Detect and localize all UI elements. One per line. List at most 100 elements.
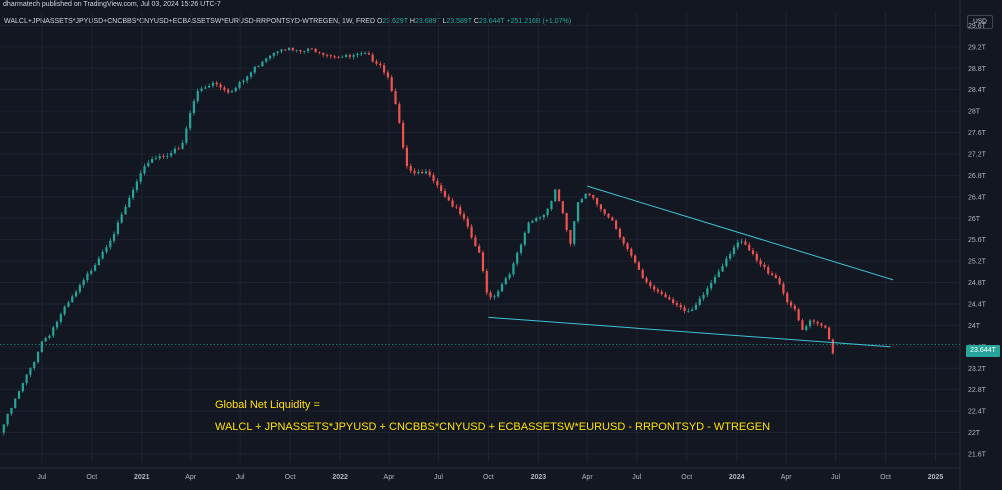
y-tick-label: 24T <box>968 323 981 330</box>
candle-body <box>782 283 785 294</box>
candle-body <box>706 288 709 295</box>
candle-body <box>668 297 671 300</box>
candle-body <box>402 122 405 148</box>
y-tick-label: 26.4T <box>968 194 987 201</box>
annotation-title: Global Net Liquidity = <box>215 399 320 411</box>
candle-body <box>170 153 173 156</box>
candle-body <box>614 220 618 229</box>
candle-body <box>185 128 188 143</box>
candle-body <box>192 101 196 114</box>
candle-body <box>200 88 203 91</box>
candle-body <box>166 155 169 157</box>
candle-body <box>573 221 576 244</box>
candle-body <box>595 198 599 205</box>
candle-body <box>284 49 287 51</box>
x-tick-label: 2023 <box>531 474 547 481</box>
candle-body <box>531 221 534 223</box>
y-tick-label: 22T <box>968 430 981 437</box>
candle-body <box>181 142 184 149</box>
candle-body <box>86 273 89 281</box>
candle-body <box>565 213 568 231</box>
candle-body <box>413 170 416 174</box>
candle-body <box>474 237 477 247</box>
candle-body <box>211 82 215 86</box>
x-tick-label: Jul <box>236 474 245 481</box>
candle-body <box>698 298 701 305</box>
x-tick-label: Apr <box>582 474 594 481</box>
candle-body <box>455 206 458 208</box>
x-tick-label: 2021 <box>134 474 150 481</box>
candle-body <box>812 320 815 322</box>
candle-body <box>78 285 81 292</box>
candle-body <box>797 309 800 321</box>
candle-body <box>105 247 108 252</box>
candle-body <box>6 413 9 425</box>
candle-body <box>535 217 538 222</box>
candle-body <box>584 193 587 199</box>
candle-body <box>497 291 500 297</box>
x-tick-label: Oct <box>483 474 494 481</box>
candle-body <box>546 208 549 215</box>
candle-body <box>786 293 789 303</box>
candle-body <box>767 267 770 274</box>
candle-body <box>348 55 351 57</box>
candle-body <box>219 84 222 88</box>
candle-body <box>748 244 751 251</box>
candle-body <box>352 55 355 57</box>
candle-body <box>367 53 370 55</box>
candle-body <box>383 65 386 73</box>
candle-body <box>71 296 74 303</box>
candle-body <box>189 113 192 129</box>
candle-body <box>516 252 519 264</box>
candle-body <box>120 214 123 223</box>
candle-body <box>789 302 793 306</box>
x-tick-label: 2025 <box>928 474 944 481</box>
candle-body <box>139 173 142 182</box>
candle-body <box>744 241 747 245</box>
y-tick-label: 25.2T <box>968 259 987 266</box>
candle-body <box>93 265 97 271</box>
y-tick-label: 24.4T <box>968 301 987 308</box>
candle-body <box>500 284 504 292</box>
candle-body <box>386 72 390 78</box>
candle-body <box>725 258 728 267</box>
candle-body <box>478 246 481 253</box>
candle-body <box>729 254 732 259</box>
candle-body <box>710 282 713 289</box>
x-tick-label: Jul <box>632 474 641 481</box>
candle-body <box>778 278 781 284</box>
y-tick-label: 25.6T <box>968 237 987 244</box>
candle-body <box>554 189 557 202</box>
candle-body <box>33 362 36 369</box>
candle-body <box>831 339 834 354</box>
candle-body <box>462 214 466 219</box>
symbol-label[interactable]: WALCL+JPNASSETS*JPYUSD+CNCBBS*CNYUSD+ECB… <box>4 18 375 25</box>
candle-body <box>109 240 112 248</box>
candle-body <box>489 292 492 298</box>
candle-body <box>223 87 226 90</box>
candle-body <box>713 277 717 283</box>
candle-body <box>824 325 827 328</box>
y-tick-label: 21.6T <box>968 451 987 458</box>
candle-body <box>363 53 367 54</box>
candle-body <box>295 49 298 51</box>
close-label: C <box>473 18 479 25</box>
candle-body <box>371 54 374 62</box>
candle-body <box>770 273 774 276</box>
candle-body <box>2 424 5 433</box>
candle-body <box>14 398 17 409</box>
candle-body <box>721 266 724 272</box>
candle-body <box>360 53 363 55</box>
candle-body <box>318 52 321 54</box>
x-tick-label: Oct <box>681 474 692 481</box>
candle-body <box>557 189 561 202</box>
x-tick-label: Oct <box>880 474 891 481</box>
candle-body <box>249 72 253 77</box>
candle-body <box>432 175 435 181</box>
candle-body <box>451 200 454 207</box>
candle-body <box>379 63 382 66</box>
candle-body <box>29 368 32 375</box>
y-tick-label: 29.6T <box>968 23 987 30</box>
currency-button[interactable]: USD <box>967 15 993 29</box>
